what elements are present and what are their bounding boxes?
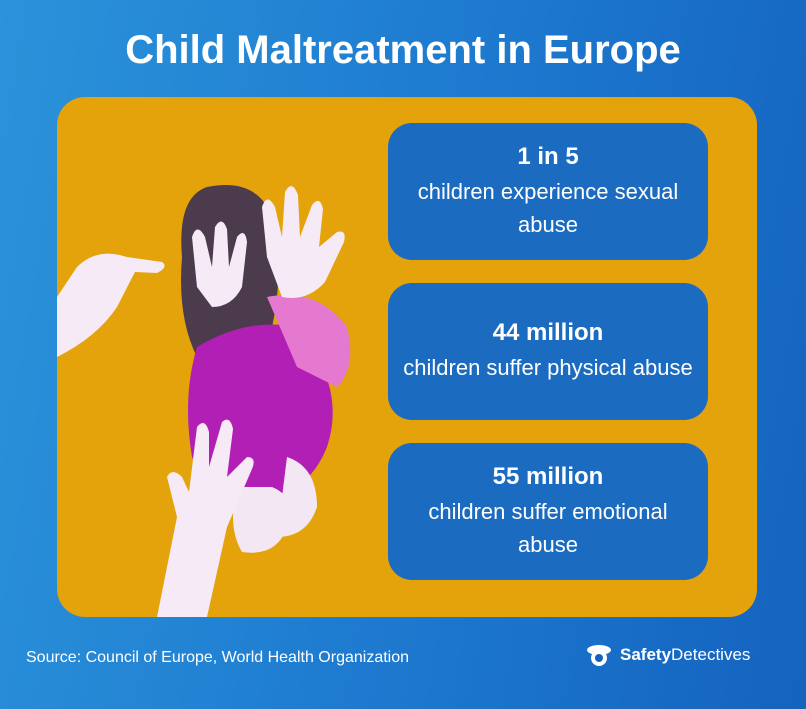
panel: 1 in 5 children experience sexual abuse … xyxy=(57,97,757,617)
stat-card: 44 million children suffer physical abus… xyxy=(388,283,708,420)
stat-text: children suffer physical abuse xyxy=(403,355,693,380)
title: Child Maltreatment in Europe xyxy=(125,28,681,72)
brand-logo xyxy=(587,645,611,666)
stat-text: children experience sexual abuse xyxy=(417,178,679,237)
stat-headline: 44 million xyxy=(492,319,604,346)
source: Source: Council of Europe, World Health … xyxy=(26,649,410,666)
illustration xyxy=(57,185,351,617)
stat-card: 55 million children suffer emotional abu… xyxy=(388,443,708,580)
brand-regular: Detectives xyxy=(671,645,751,664)
stat-card: 1 in 5 children experience sexual abuse xyxy=(388,123,708,260)
stat-headline: 1 in 5 xyxy=(517,142,579,170)
stat-headline: 55 million xyxy=(492,462,604,490)
stat-text: children suffer emotional abuse xyxy=(428,498,668,557)
brand-bold: Safety xyxy=(620,645,672,664)
brand: Safety Detectives xyxy=(584,640,750,670)
